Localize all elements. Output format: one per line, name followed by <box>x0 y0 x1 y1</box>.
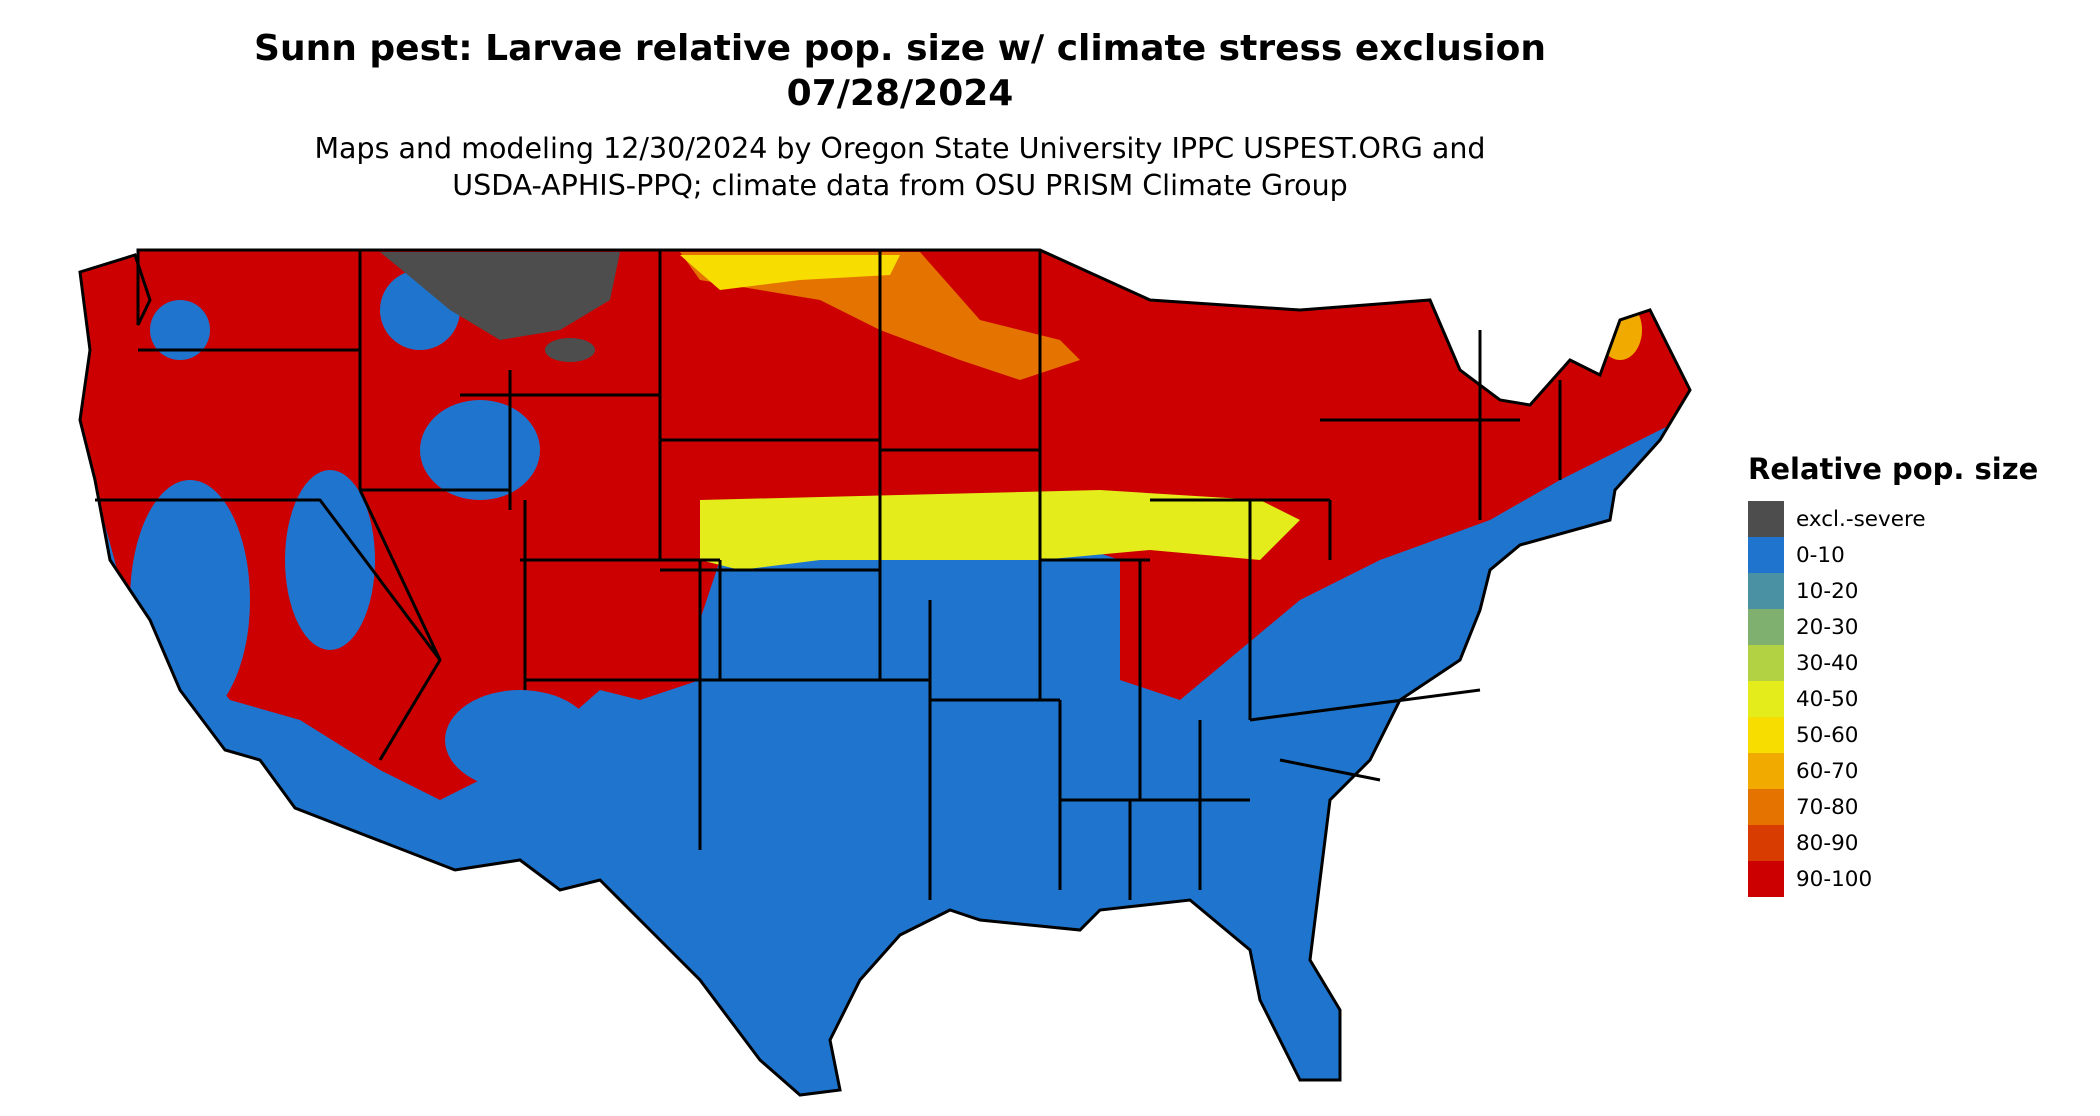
legend-items: excl.-severe 0-10 10-20 20-30 30-40 40-50 50-6… <box>1748 501 2038 897</box>
region-excluded-montana <box>380 252 620 340</box>
region-low-washington <box>150 300 210 360</box>
legend-title: Relative pop. size <box>1748 452 2039 486</box>
state-border <box>1249 688 1481 722</box>
region-transition-midwest <box>700 490 1300 570</box>
region-low-nevada <box>285 470 375 650</box>
region-transition-maine <box>1598 300 1642 360</box>
legend-item: 10-20 <box>1748 573 2038 609</box>
legend-label: 40-50 <box>1796 686 1859 712</box>
legend: Relative pop. size excl.-severe 0-10 10-20… <box>1748 452 2038 897</box>
legend-swatch <box>1748 861 1784 897</box>
region-low-arizona <box>445 690 595 790</box>
legend-item: 20-30 <box>1748 609 2038 645</box>
us-map <box>78 248 1692 1097</box>
state-border <box>1279 758 1381 782</box>
legend-swatch <box>1748 537 1784 573</box>
map-subtitle-line1: Maps and modeling 12/30/2024 by Oregon S… <box>314 132 1486 165</box>
map-title: Sunn pest: Larvae relative pop. size w/ … <box>0 26 1800 116</box>
legend-swatch <box>1748 501 1784 537</box>
legend-label: 20-30 <box>1796 614 1859 640</box>
legend-item: 60-70 <box>1748 753 2038 789</box>
legend-swatch <box>1748 573 1784 609</box>
legend-swatch <box>1748 789 1784 825</box>
region-low-utah <box>420 400 540 500</box>
legend-item: 90-100 <box>1748 861 2038 897</box>
legend-label: excl.-severe <box>1796 506 1926 532</box>
legend-label: 70-80 <box>1796 794 1859 820</box>
legend-item: 70-80 <box>1748 789 2038 825</box>
legend-item: 50-60 <box>1748 717 2038 753</box>
legend-label: 0-10 <box>1796 542 1845 568</box>
region-excluded-patch <box>545 338 595 362</box>
legend-swatch <box>1748 717 1784 753</box>
legend-label: 50-60 <box>1796 722 1859 748</box>
state-border <box>95 498 442 661</box>
legend-item: 80-90 <box>1748 825 2038 861</box>
legend-item: 30-40 <box>1748 645 2038 681</box>
legend-label: 80-90 <box>1796 830 1859 856</box>
legend-label: 10-20 <box>1796 578 1859 604</box>
legend-label: 90-100 <box>1796 866 1873 892</box>
map-title-date: 07/28/2024 <box>786 73 1014 114</box>
legend-swatch <box>1748 645 1784 681</box>
legend-label: 30-40 <box>1796 650 1859 676</box>
region-transition-yellow <box>680 255 900 290</box>
legend-swatch <box>1748 681 1784 717</box>
legend-item: 40-50 <box>1748 681 2038 717</box>
region-low-california <box>130 480 250 720</box>
legend-swatch <box>1748 753 1784 789</box>
map-subtitle-line2: USDA-APHIS-PPQ; climate data from OSU PR… <box>452 169 1348 202</box>
map-subtitle: Maps and modeling 12/30/2024 by Oregon S… <box>0 130 1800 204</box>
legend-swatch <box>1748 825 1784 861</box>
legend-item: 0-10 <box>1748 537 2038 573</box>
map-title-line1: Sunn pest: Larvae relative pop. size w/ … <box>254 28 1546 69</box>
us-outline <box>78 248 1692 1097</box>
legend-swatch <box>1748 609 1784 645</box>
legend-label: 60-70 <box>1796 758 1859 784</box>
legend-item: excl.-severe <box>1748 501 2038 537</box>
